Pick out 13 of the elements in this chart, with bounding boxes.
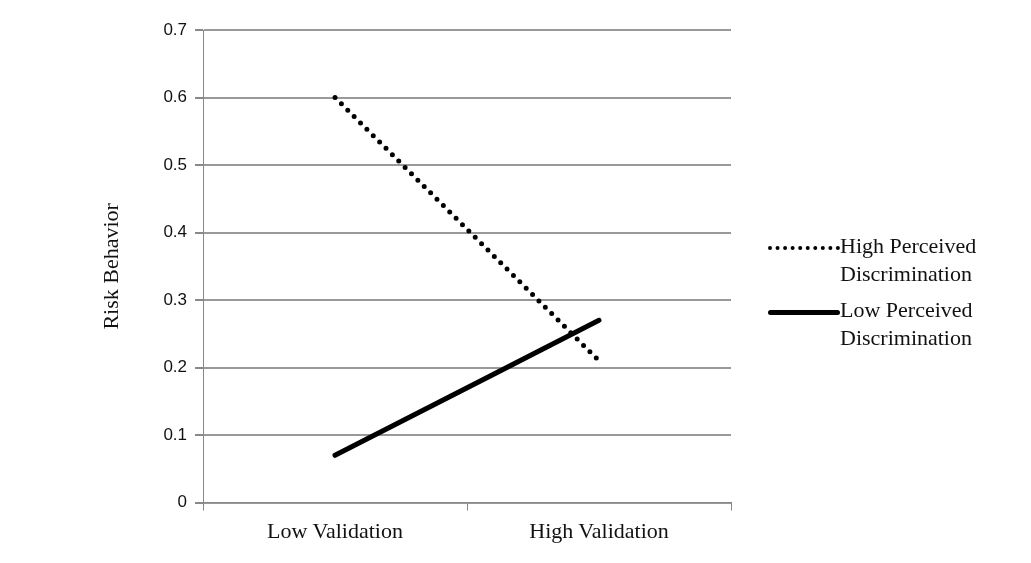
y-tick-label: 0.5: [163, 154, 188, 174]
y-tick-label: 0.6: [163, 87, 188, 107]
y-tick-label: 0: [177, 492, 188, 512]
y-tick-label: 0.4: [163, 222, 188, 242]
x-tick-label: High Validation: [529, 517, 669, 543]
legend-label: High Perceived Discrimination: [840, 232, 978, 288]
x-tick-label: Low Validation: [267, 517, 403, 543]
legend-label: Low Perceived Discrimination: [840, 296, 974, 352]
y-tick-label: 0.7: [163, 19, 188, 39]
y-tick-label: 0.2: [163, 357, 188, 377]
y-tick-label: 0.1: [163, 424, 188, 444]
y-axis-title: Risk Behavior: [97, 202, 123, 330]
y-tick-label: 0.3: [163, 289, 188, 309]
